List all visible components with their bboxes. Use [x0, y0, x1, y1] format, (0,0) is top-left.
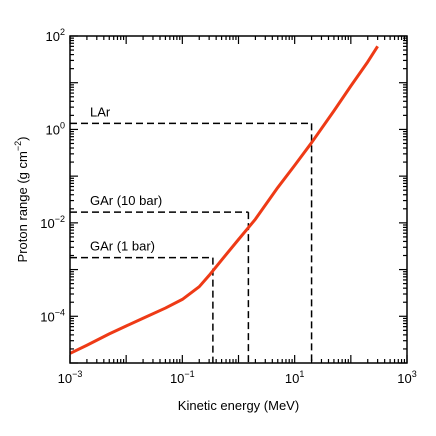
x-axis-label: Kinetic energy (MeV) [178, 398, 299, 413]
labels-layer: Kinetic energy (MeV) Proton range (g cm−… [13, 27, 417, 413]
y-axis-label-sup: −2 [13, 141, 23, 151]
annotation-label-0: LAr [90, 104, 111, 119]
y-axis-label-suffix: ) [15, 137, 30, 141]
y-axis-label-main: Proton range (g cm [15, 151, 30, 262]
ticks-layer [69, 35, 408, 364]
curve-layer [69, 45, 379, 355]
x-tick-label: 10−1 [170, 369, 195, 386]
y-axis-label: Proton range (g cm−2) [13, 137, 30, 263]
x-tick-label: 101 [285, 369, 304, 386]
y-tick-label: 10−4 [40, 307, 65, 324]
x-tick-label: 103 [397, 369, 416, 386]
y-tick-label: 10−2 [40, 214, 65, 231]
annotation-label-1: GAr (10 bar) [90, 193, 162, 208]
series-line-0 [69, 45, 379, 355]
annotations-layer: LAr GAr (10 bar) GAr (1 bar) [70, 104, 313, 363]
x-tick-label: 10−3 [58, 369, 83, 386]
y-tick-label: 100 [46, 120, 65, 137]
y-tick-label: 102 [46, 27, 65, 44]
annotation-label-2: GAr (1 bar) [90, 239, 155, 254]
